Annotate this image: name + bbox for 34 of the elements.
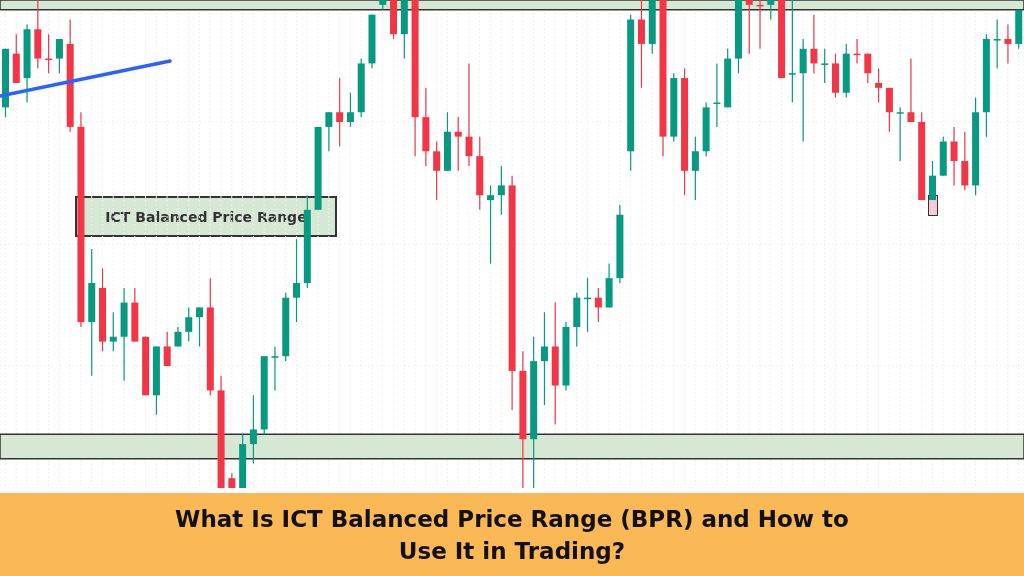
candlestick — [55, 38, 63, 74]
candlestick — [163, 331, 171, 367]
candlestick — [185, 306, 193, 343]
candlestick — [1004, 23, 1012, 65]
candlestick — [271, 345, 279, 391]
candlestick — [950, 126, 958, 187]
candlestick — [767, 0, 775, 21]
candlestick — [433, 140, 441, 201]
candlestick — [336, 77, 344, 147]
annotation: ICT Balanced Price Range — [105, 208, 307, 225]
candlestick — [249, 394, 257, 465]
candlestick — [293, 238, 301, 323]
candlestick — [109, 311, 117, 352]
candlestick — [810, 14, 818, 74]
candlestick — [993, 18, 1001, 69]
candlestick — [691, 136, 699, 201]
candlestick — [497, 165, 505, 216]
candlestick — [745, 0, 753, 55]
candlestick — [196, 306, 204, 348]
text: What Is ICT Balanced Price Range (BPR) and How to Use It in Trading? — [174, 504, 850, 566]
candlestick — [487, 184, 495, 265]
candlestick — [454, 116, 462, 172]
candlestick — [788, 0, 796, 104]
candlestick — [907, 57, 915, 123]
candlestick — [465, 62, 473, 167]
candlestick — [875, 67, 883, 104]
candlestick — [346, 92, 354, 128]
candlestick — [325, 111, 333, 152]
candlestick — [896, 106, 904, 162]
candlestick — [540, 311, 548, 406]
candlestick — [864, 53, 872, 84]
candlestick — [713, 62, 721, 128]
candlestick — [821, 48, 829, 84]
candlestick — [594, 287, 602, 323]
